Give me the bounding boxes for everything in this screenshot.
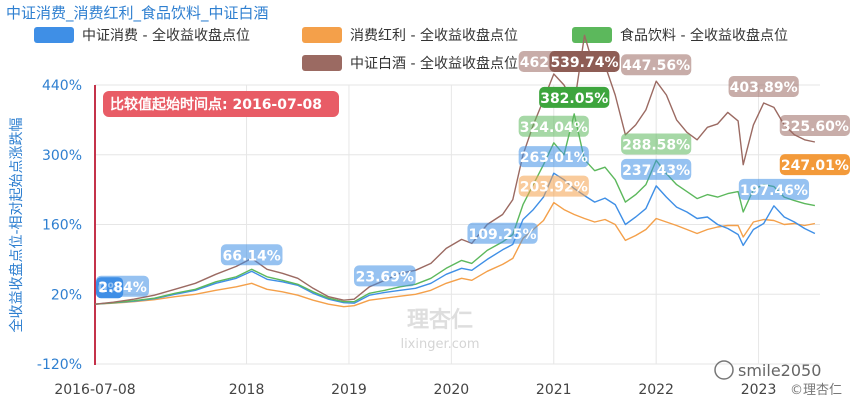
y-tick-label: 440% (42, 78, 82, 94)
x-tick-label: 2020 (434, 382, 470, 398)
data-label-box (621, 133, 692, 155)
data-label-text: 382.05% (540, 91, 608, 107)
data-label-box (549, 51, 620, 72)
wechat-icon (714, 360, 734, 380)
legend-label-honglu: 消费红利 - 全收益收盘点位 (350, 27, 518, 44)
data-label-text: 403.89% (730, 80, 798, 96)
watermark-brand: 理杏仁 (407, 307, 473, 333)
data-label-text: 109.25% (469, 227, 537, 243)
data-label: 23.69% (353, 265, 416, 287)
data-label-text: 66.14% (223, 248, 281, 264)
data-label: 197.46% (738, 178, 810, 200)
data-label-text: 23.69% (356, 269, 414, 285)
data-label: 403.89% (728, 75, 799, 97)
watermark: 理杏仁 lixinger.com (400, 307, 479, 352)
data-label: 447.56% (621, 54, 692, 76)
y-axis-ticks: -120% 20% 160% 300% 440% (37, 78, 82, 373)
signature: smile2050 ©理杏仁 (714, 360, 842, 398)
x-tick-label: 2019 (331, 382, 367, 398)
data-label: 2.84% (96, 275, 149, 297)
data-label-text: 203.92% (520, 180, 588, 196)
data-label-text: 247.01% (781, 158, 849, 174)
data-label-box (220, 244, 283, 266)
x-axis-ticks: 2016-07-08 2018 2019 2020 2021 2022 2023 (54, 382, 776, 398)
legend-item-shipin[interactable]: 食品饮料 - 全收益收盘点位 (572, 27, 788, 44)
legend-swatch-baijiu (302, 55, 342, 71)
data-label-box (728, 75, 799, 97)
data-label-text: 447.56% (622, 58, 690, 74)
x-tick-label: 2022 (638, 382, 674, 398)
legend-label-baijiu: 中证白酒 - 全收益收盘点位 (350, 55, 518, 72)
data-label-box (779, 154, 850, 176)
data-label-box (779, 114, 850, 136)
data-label-box (518, 175, 589, 197)
watermark-url: lixinger.com (400, 337, 479, 352)
chart-title: 中证消费_消费红利_食品饮料_中证白酒 (6, 4, 269, 23)
legend-swatch-xiaofei (34, 27, 74, 43)
data-label-text: 237.43% (622, 163, 690, 179)
data-label: 263.01% (518, 146, 589, 168)
data-label: 324.04% (518, 115, 589, 137)
data-labels: 0%2.84%66.14%23.69%109.25%263.01%237.43%… (96, 51, 850, 299)
data-label-text: 288.58% (622, 137, 690, 153)
data-label-box (621, 158, 692, 180)
data-label: 203.92% (518, 175, 589, 197)
x-tick-label: 2021 (536, 382, 572, 398)
legend-item-baijiu[interactable]: 中证白酒 - 全收益收盘点位 (302, 55, 518, 72)
y-tick-label: -120% (37, 357, 82, 373)
start-annotation-text: 比较值起始时间点: 2016-07-08 (110, 96, 322, 113)
data-label-text: 539.74% (550, 55, 618, 71)
data-label: 539.74% (549, 51, 620, 72)
data-label: 382.05% (539, 86, 610, 108)
data-label-text: 197.46% (740, 183, 808, 199)
x-tick-label: 2016-07-08 (54, 382, 135, 398)
legend-item-honglu[interactable]: 消费红利 - 全收益收盘点位 (302, 27, 518, 44)
data-label: 237.43% (621, 158, 692, 180)
legend-item-xiaofei[interactable]: 中证消费 - 全收益收盘点位 (34, 27, 250, 44)
grid (94, 84, 820, 365)
series-line-1 (94, 201, 816, 308)
series-lines (94, 34, 816, 308)
data-label-box (518, 146, 589, 168)
data-label-box (96, 275, 149, 297)
data-label: 247.01% (779, 154, 850, 176)
y-tick-label: 20% (51, 287, 82, 303)
data-label-box (467, 222, 538, 244)
legend-swatch-honglu (302, 27, 342, 43)
start-annotation-box (103, 91, 339, 117)
x-tick-label: 2023 (741, 382, 777, 398)
data-label-box (518, 115, 589, 137)
data-label: 109.25% (467, 222, 538, 244)
data-label: 325.60% (779, 114, 850, 136)
x-tick-label: 2018 (229, 382, 265, 398)
data-label-text: 263.01% (520, 150, 588, 166)
data-label-box (353, 265, 416, 287)
y-axis-title: 全收益收盘点位-相对起始点涨跌幅 (8, 117, 25, 332)
legend: 中证消费 - 全收益收盘点位 消费红利 - 全收益收盘点位 食品饮料 - 全收益… (34, 27, 788, 72)
data-label-box (539, 86, 610, 108)
start-annotation: 比较值起始时间点: 2016-07-08 (103, 91, 339, 117)
series-line-0 (94, 172, 816, 305)
signature-text: smile2050 (738, 361, 821, 380)
y-tick-label: 300% (42, 148, 82, 164)
data-label-text: 2.84% (98, 280, 147, 296)
data-label: 66.14% (220, 244, 283, 266)
data-label-box (621, 54, 692, 76)
corner-text: ©理杏仁 (790, 383, 842, 398)
y-tick-label: 160% (42, 218, 82, 234)
legend-swatch-shipin (572, 27, 612, 43)
data-label-text: 325.60% (781, 119, 849, 135)
legend-label-xiaofei: 中证消费 - 全收益收盘点位 (82, 27, 250, 44)
data-label-box (738, 178, 810, 200)
legend-label-shipin: 食品饮料 - 全收益收盘点位 (620, 27, 788, 44)
data-label-text: 324.04% (520, 120, 588, 136)
series-line-2 (94, 113, 816, 305)
data-label: 288.58% (621, 133, 692, 155)
